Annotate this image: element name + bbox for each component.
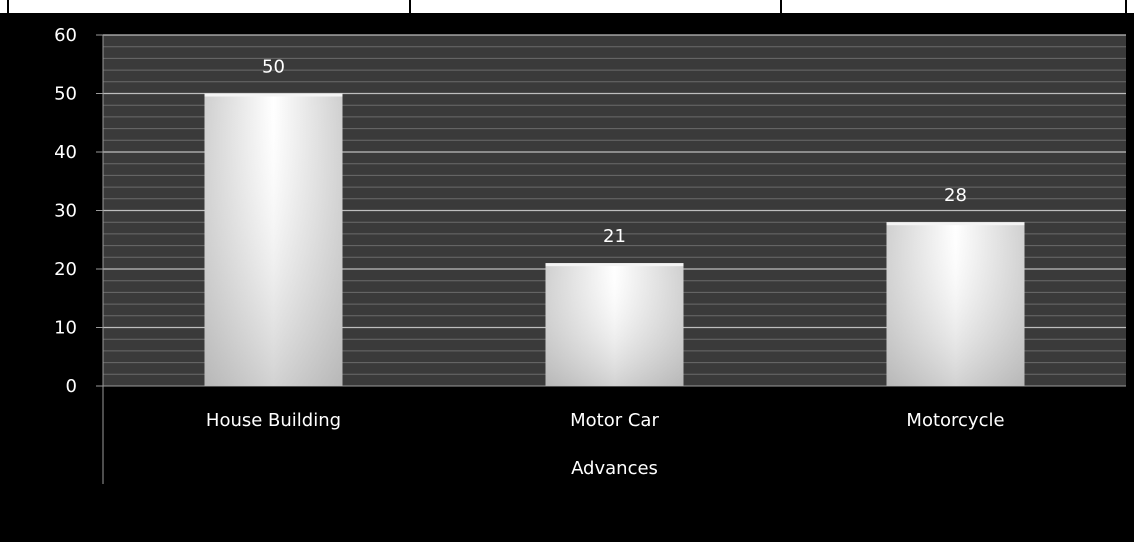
bar-top-edge [204, 93, 343, 97]
y-tick-label: 40 [54, 142, 77, 163]
bars [204, 93, 1025, 386]
x-category-label: House Building [206, 410, 341, 431]
y-tick-label: 60 [54, 25, 77, 46]
y-tick-label: 30 [54, 201, 77, 222]
bar-shade [545, 263, 684, 386]
top-border-strip [0, 0, 1134, 15]
y-tick-label: 20 [54, 259, 77, 280]
x-axis-title: Advances [571, 458, 658, 479]
labels: 50 House Building 21 Motor Car 28 Motorcycle [206, 57, 1005, 432]
bar-shade [886, 222, 1025, 386]
y-tick-label: 50 [54, 84, 77, 105]
bar-top-edge [886, 222, 1025, 226]
data-label: 28 [944, 185, 967, 206]
bar-top-edge [545, 263, 684, 267]
data-label: 21 [603, 226, 626, 247]
y-tick-label: 0 [66, 376, 77, 397]
data-label: 50 [262, 57, 285, 78]
x-category-label: Motor Car [570, 410, 659, 431]
x-category-label: Motorcycle [906, 410, 1004, 431]
bar-shade [204, 93, 343, 386]
y-tick-label: 10 [54, 318, 77, 339]
